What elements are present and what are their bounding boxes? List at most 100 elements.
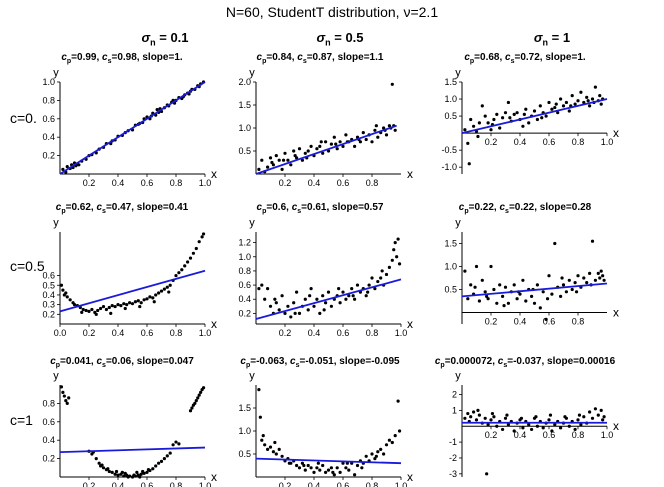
data-point xyxy=(364,454,368,458)
y-tick-label: 0.8 xyxy=(42,398,55,408)
y-tick-label: 1.5 xyxy=(444,77,457,87)
data-point xyxy=(300,461,304,465)
data-point xyxy=(324,470,328,474)
data-point xyxy=(312,470,316,474)
data-point xyxy=(72,303,77,307)
column-header-sigma-0.1: σn = 0.1 xyxy=(141,30,189,48)
column-header-sigma-1: σn = 1 xyxy=(533,30,571,48)
data-point xyxy=(334,142,338,146)
data-point xyxy=(463,416,467,420)
data-point xyxy=(338,140,342,144)
data-point xyxy=(201,386,206,390)
y-axis-label: y xyxy=(249,67,255,79)
data-point xyxy=(540,116,544,120)
data-point xyxy=(512,283,516,287)
data-point xyxy=(598,94,602,98)
data-point xyxy=(297,311,302,315)
data-point xyxy=(387,124,391,128)
data-point xyxy=(281,158,286,162)
scatter-panel: 0.0 0.2 0.4 0.6 0.8 1.00.20.30.40.50.6xy xyxy=(42,217,217,338)
column-header-sigma-0.5: σn = 0.5 xyxy=(316,30,364,48)
y-tick-label: 1.0 xyxy=(238,123,251,133)
data-point xyxy=(601,274,605,278)
data-point xyxy=(393,241,397,245)
panel-title: cp=-0.063, cs=-0.051, slope=-0.095 xyxy=(240,356,400,369)
data-point xyxy=(341,144,345,148)
data-point xyxy=(480,278,484,282)
data-point xyxy=(196,396,200,400)
y-tick-label: 0.4 xyxy=(42,435,55,445)
x-tick-label: 0.8 xyxy=(170,328,183,338)
data-point xyxy=(197,393,201,397)
data-point xyxy=(466,411,470,416)
data-point xyxy=(384,443,389,447)
data-point xyxy=(268,445,273,449)
x-tick-label: 0.4 xyxy=(112,328,125,338)
data-point xyxy=(508,116,512,120)
data-point xyxy=(122,302,126,306)
data-point xyxy=(171,443,175,447)
data-point xyxy=(65,401,69,405)
data-point xyxy=(167,290,171,294)
x-tick-label: 0.2 xyxy=(83,481,96,487)
data-point xyxy=(165,454,169,458)
data-point xyxy=(61,167,65,171)
data-point xyxy=(495,424,499,428)
scatter-panel: 0.2 0.4 0.6 0.8 0.5 1.0 1.5 x y xyxy=(444,217,619,327)
data-point xyxy=(370,276,374,280)
data-point xyxy=(344,133,348,137)
data-point xyxy=(335,466,339,470)
y-tick-label: 1.0 xyxy=(238,252,251,262)
x-tick-label: 0.8 xyxy=(366,178,379,188)
data-point xyxy=(168,451,172,455)
data-point xyxy=(274,452,278,456)
data-point xyxy=(188,409,193,413)
data-point xyxy=(353,473,357,477)
data-point xyxy=(59,283,64,287)
data-point xyxy=(495,112,499,116)
data-point xyxy=(379,447,383,451)
data-point xyxy=(535,117,539,122)
x-tick-label: 0.8 xyxy=(572,137,585,147)
data-point xyxy=(563,415,567,419)
y-axis-label: y xyxy=(249,217,255,229)
data-point xyxy=(295,290,299,294)
x-tick-label: 1.0 xyxy=(395,328,408,338)
panel-title: cp=0.62, cs=0.47, slope=0.41 xyxy=(55,202,189,215)
data-point xyxy=(165,285,169,289)
data-point xyxy=(188,256,193,260)
data-point xyxy=(174,440,178,444)
x-axis-label: x xyxy=(613,306,619,320)
data-point xyxy=(564,100,568,105)
x-tick-label: 0.6 xyxy=(337,481,350,487)
data-point xyxy=(530,294,534,298)
data-point xyxy=(527,423,531,427)
data-point xyxy=(322,308,326,312)
data-point xyxy=(355,463,360,468)
data-point xyxy=(469,117,473,122)
data-point xyxy=(554,102,558,106)
data-point xyxy=(315,147,319,151)
data-point xyxy=(186,260,190,264)
data-point xyxy=(266,165,270,169)
x-tick-label: 1.0 xyxy=(199,481,212,487)
data-point xyxy=(260,438,264,442)
data-point xyxy=(574,290,579,294)
y-tick-label: 2 xyxy=(452,390,457,400)
data-point xyxy=(397,262,402,266)
data-point xyxy=(547,418,551,422)
data-point xyxy=(532,301,537,305)
data-point xyxy=(472,124,476,128)
data-point xyxy=(370,140,374,144)
data-point xyxy=(521,278,525,282)
x-tick-label: 0.6 xyxy=(141,178,154,188)
data-point xyxy=(390,440,394,445)
y-tick-label: 0.4 xyxy=(42,290,55,300)
x-tick-label: 0.2 xyxy=(485,137,498,147)
data-point xyxy=(300,158,304,162)
data-point xyxy=(139,472,143,476)
data-point xyxy=(521,426,525,430)
y-axis-label: y xyxy=(53,67,59,79)
data-point xyxy=(197,240,201,244)
x-tick-label: 0.4 xyxy=(308,178,321,188)
